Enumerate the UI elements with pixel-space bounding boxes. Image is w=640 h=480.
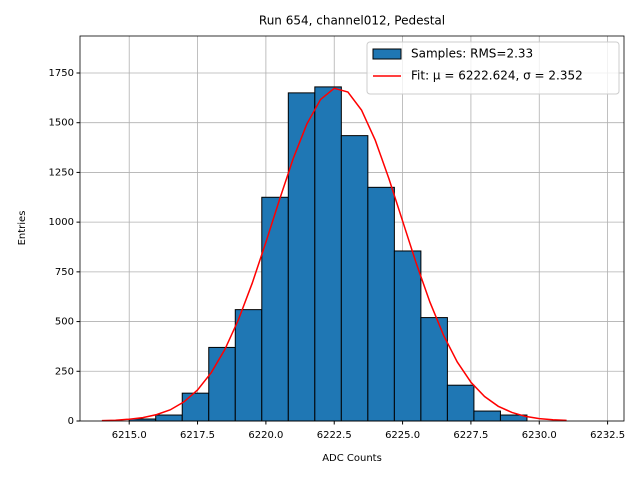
histogram-bar [155, 414, 183, 422]
y-axis-label: Entries [17, 211, 28, 246]
legend-label: Fit: μ = 6222.624, σ = 2.352 [411, 69, 583, 83]
axes-frame [79, 35, 625, 422]
x-tick-label: 6227.5 [453, 430, 488, 441]
y-tick-label: 750 [55, 267, 74, 278]
x-tick-label: 6217.5 [180, 430, 215, 441]
y-tick-label: 1500 [49, 118, 74, 129]
y-tick-label: 1000 [49, 217, 74, 228]
legend-label: Samples: RMS=2.33 [411, 47, 533, 61]
histogram-bar [473, 410, 501, 422]
histogram-bar [181, 392, 210, 422]
y-tick-label: 0 [68, 416, 74, 427]
x-axis-label: ADC Counts [322, 453, 382, 464]
x-tick-label: 6230.0 [522, 430, 557, 441]
x-tick-label: 6225.0 [385, 430, 420, 441]
fit-line [101, 87, 567, 422]
legend-box [366, 41, 620, 95]
x-tick-label: 6232.5 [590, 430, 625, 441]
x-tick-label: 6220.0 [248, 430, 283, 441]
chart-title: Run 654, channel012, Pedestal [259, 14, 445, 28]
histogram-bar [393, 250, 422, 422]
y-tick-label: 1250 [49, 167, 74, 178]
histogram-bar [314, 86, 342, 422]
histogram-bar [261, 196, 289, 422]
histogram-bar [367, 186, 395, 422]
y-tick-label: 250 [55, 366, 74, 377]
y-tick-label: 1750 [49, 68, 74, 79]
histogram-bar [287, 92, 316, 422]
y-tick-label: 500 [55, 317, 74, 328]
histogram-bar [340, 135, 369, 422]
histogram-bar [446, 384, 475, 422]
histogram-bar [234, 309, 263, 422]
histogram-bar [208, 346, 236, 422]
x-tick-label: 6222.5 [317, 430, 352, 441]
legend-swatch [372, 48, 402, 60]
x-tick-label: 6215.0 [112, 430, 147, 441]
